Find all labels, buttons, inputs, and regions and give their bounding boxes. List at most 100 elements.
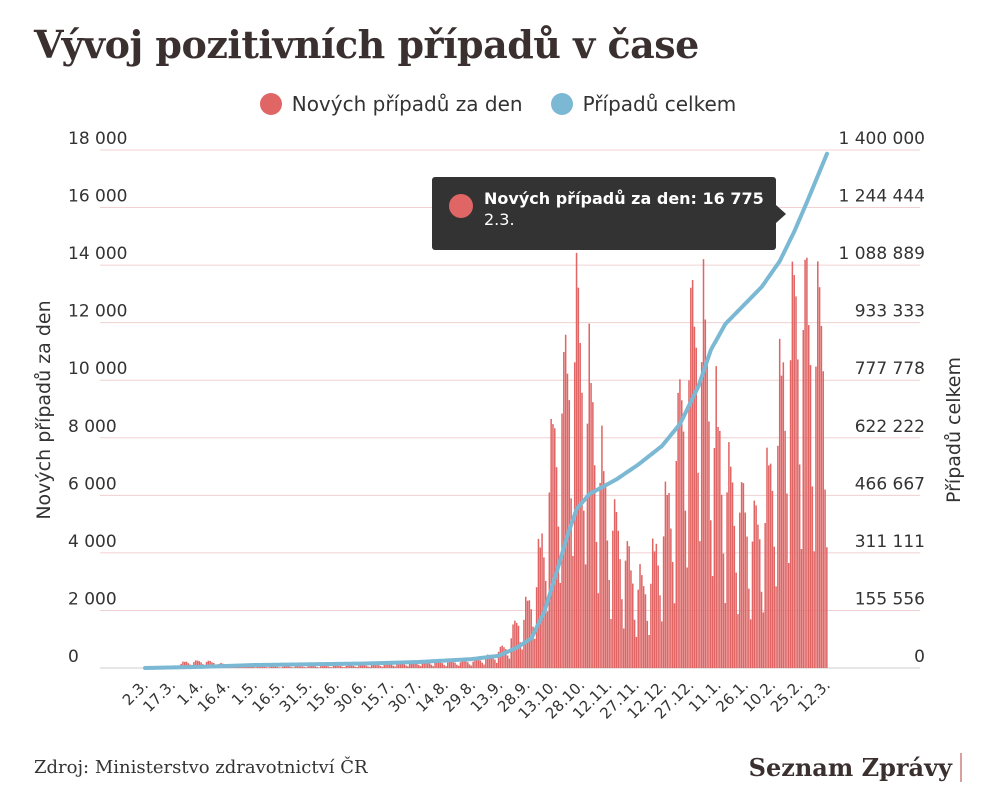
daily-bar[interactable] [474, 658, 476, 668]
daily-bar[interactable] [817, 261, 819, 668]
daily-bar[interactable] [512, 624, 514, 668]
daily-bar[interactable] [374, 664, 376, 668]
daily-bar[interactable] [635, 636, 638, 668]
daily-bar[interactable] [668, 493, 670, 668]
daily-bar[interactable] [309, 665, 311, 668]
daily-bar[interactable] [653, 551, 656, 668]
daily-bar[interactable] [746, 536, 748, 668]
daily-bar[interactable] [439, 662, 442, 668]
daily-bar[interactable] [251, 666, 253, 668]
daily-bar[interactable] [356, 667, 358, 668]
daily-bar[interactable] [470, 665, 473, 668]
daily-bar[interactable] [514, 620, 516, 668]
daily-bar[interactable] [724, 603, 727, 668]
daily-bar[interactable] [495, 662, 498, 668]
daily-bar[interactable] [806, 257, 808, 668]
daily-bar[interactable] [749, 619, 752, 668]
daily-bar[interactable] [403, 663, 405, 668]
daily-bar[interactable] [809, 365, 812, 668]
daily-bar[interactable] [436, 661, 438, 668]
daily-bar[interactable] [408, 663, 411, 668]
daily-bar[interactable] [481, 662, 483, 668]
daily-bar[interactable] [632, 583, 634, 668]
daily-bar[interactable] [797, 359, 799, 668]
daily-bar[interactable] [398, 662, 400, 668]
daily-bar[interactable] [303, 667, 306, 668]
daily-bar[interactable] [289, 666, 291, 668]
daily-bar[interactable] [804, 259, 806, 668]
daily-bar[interactable] [599, 482, 601, 668]
daily-bar[interactable] [343, 667, 346, 668]
daily-bar[interactable] [379, 666, 382, 668]
daily-bar[interactable] [425, 661, 427, 668]
daily-bar[interactable] [706, 359, 708, 668]
daily-bar[interactable] [760, 591, 763, 668]
daily-bar[interactable] [432, 666, 435, 668]
daily-bar[interactable] [378, 665, 380, 668]
daily-bar[interactable] [358, 665, 360, 668]
daily-bar[interactable] [651, 538, 654, 668]
daily-bar[interactable] [708, 421, 710, 668]
daily-bar[interactable] [710, 520, 712, 668]
daily-bar[interactable] [329, 666, 331, 668]
daily-bar[interactable] [501, 645, 503, 668]
daily-bar[interactable] [773, 546, 776, 668]
daily-bar[interactable] [291, 667, 293, 668]
daily-bar[interactable] [499, 646, 502, 668]
daily-bar[interactable] [737, 614, 739, 668]
daily-bar[interactable] [740, 482, 743, 668]
daily-bar[interactable] [430, 664, 433, 668]
daily-bar[interactable] [497, 651, 500, 668]
daily-bar[interactable] [688, 380, 690, 668]
daily-bar[interactable] [601, 425, 603, 668]
daily-bar[interactable] [252, 666, 255, 668]
daily-bar[interactable] [503, 647, 505, 668]
daily-bar[interactable] [318, 667, 320, 668]
daily-bar[interactable] [330, 667, 333, 668]
daily-bar[interactable] [466, 662, 469, 668]
daily-bar[interactable] [820, 325, 823, 668]
daily-bar[interactable] [336, 665, 338, 669]
daily-bar[interactable] [321, 665, 324, 668]
daily-bar[interactable] [445, 666, 447, 668]
daily-bar[interactable] [472, 661, 474, 668]
daily-bar[interactable] [182, 661, 184, 668]
daily-bar[interactable] [690, 287, 692, 668]
daily-bar[interactable] [390, 664, 393, 668]
daily-bar[interactable] [742, 483, 745, 668]
daily-bar[interactable] [272, 666, 275, 668]
daily-bar[interactable] [786, 493, 788, 668]
daily-bar[interactable] [673, 603, 676, 668]
daily-bar[interactable] [267, 667, 269, 668]
daily-bar[interactable] [592, 402, 594, 668]
daily-bar[interactable] [628, 546, 630, 668]
daily-bar[interactable] [610, 618, 612, 668]
daily-bar[interactable] [437, 661, 440, 668]
daily-bar[interactable] [602, 471, 605, 668]
daily-bar[interactable] [506, 655, 509, 669]
daily-bar[interactable] [483, 664, 485, 668]
daily-bar[interactable] [719, 430, 721, 668]
daily-bar[interactable] [728, 442, 730, 668]
daily-bar[interactable] [586, 423, 589, 668]
daily-bar[interactable] [312, 666, 315, 668]
daily-bar[interactable] [310, 665, 313, 668]
daily-bar[interactable] [269, 666, 271, 668]
daily-bar[interactable] [590, 383, 592, 668]
daily-bar[interactable] [679, 379, 681, 668]
daily-bar[interactable] [744, 512, 746, 668]
daily-bar[interactable] [782, 362, 785, 668]
daily-bar[interactable] [720, 494, 723, 668]
daily-bar[interactable] [612, 530, 614, 668]
daily-bar[interactable] [699, 541, 701, 668]
daily-bar[interactable] [370, 665, 373, 668]
daily-bar[interactable] [802, 329, 805, 668]
daily-bar[interactable] [448, 661, 451, 668]
daily-bar[interactable] [327, 666, 329, 668]
daily-bar[interactable] [416, 663, 418, 668]
daily-bar[interactable] [198, 661, 201, 668]
daily-bar[interactable] [704, 319, 707, 668]
daily-bar[interactable] [434, 662, 436, 668]
daily-bar[interactable] [826, 547, 828, 668]
daily-bar[interactable] [468, 664, 471, 668]
